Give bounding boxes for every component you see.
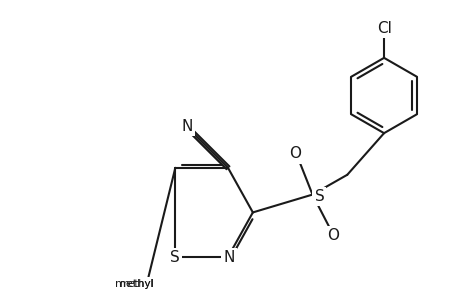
Text: S: S [314, 189, 324, 204]
Text: O: O [289, 146, 301, 161]
Text: methyl: methyl [119, 279, 153, 289]
Text: S: S [170, 250, 180, 266]
Text: N: N [223, 250, 234, 266]
Text: O: O [327, 228, 339, 243]
Text: Cl: Cl [376, 21, 391, 36]
Text: methyl: methyl [115, 279, 154, 289]
Text: N: N [181, 119, 192, 134]
